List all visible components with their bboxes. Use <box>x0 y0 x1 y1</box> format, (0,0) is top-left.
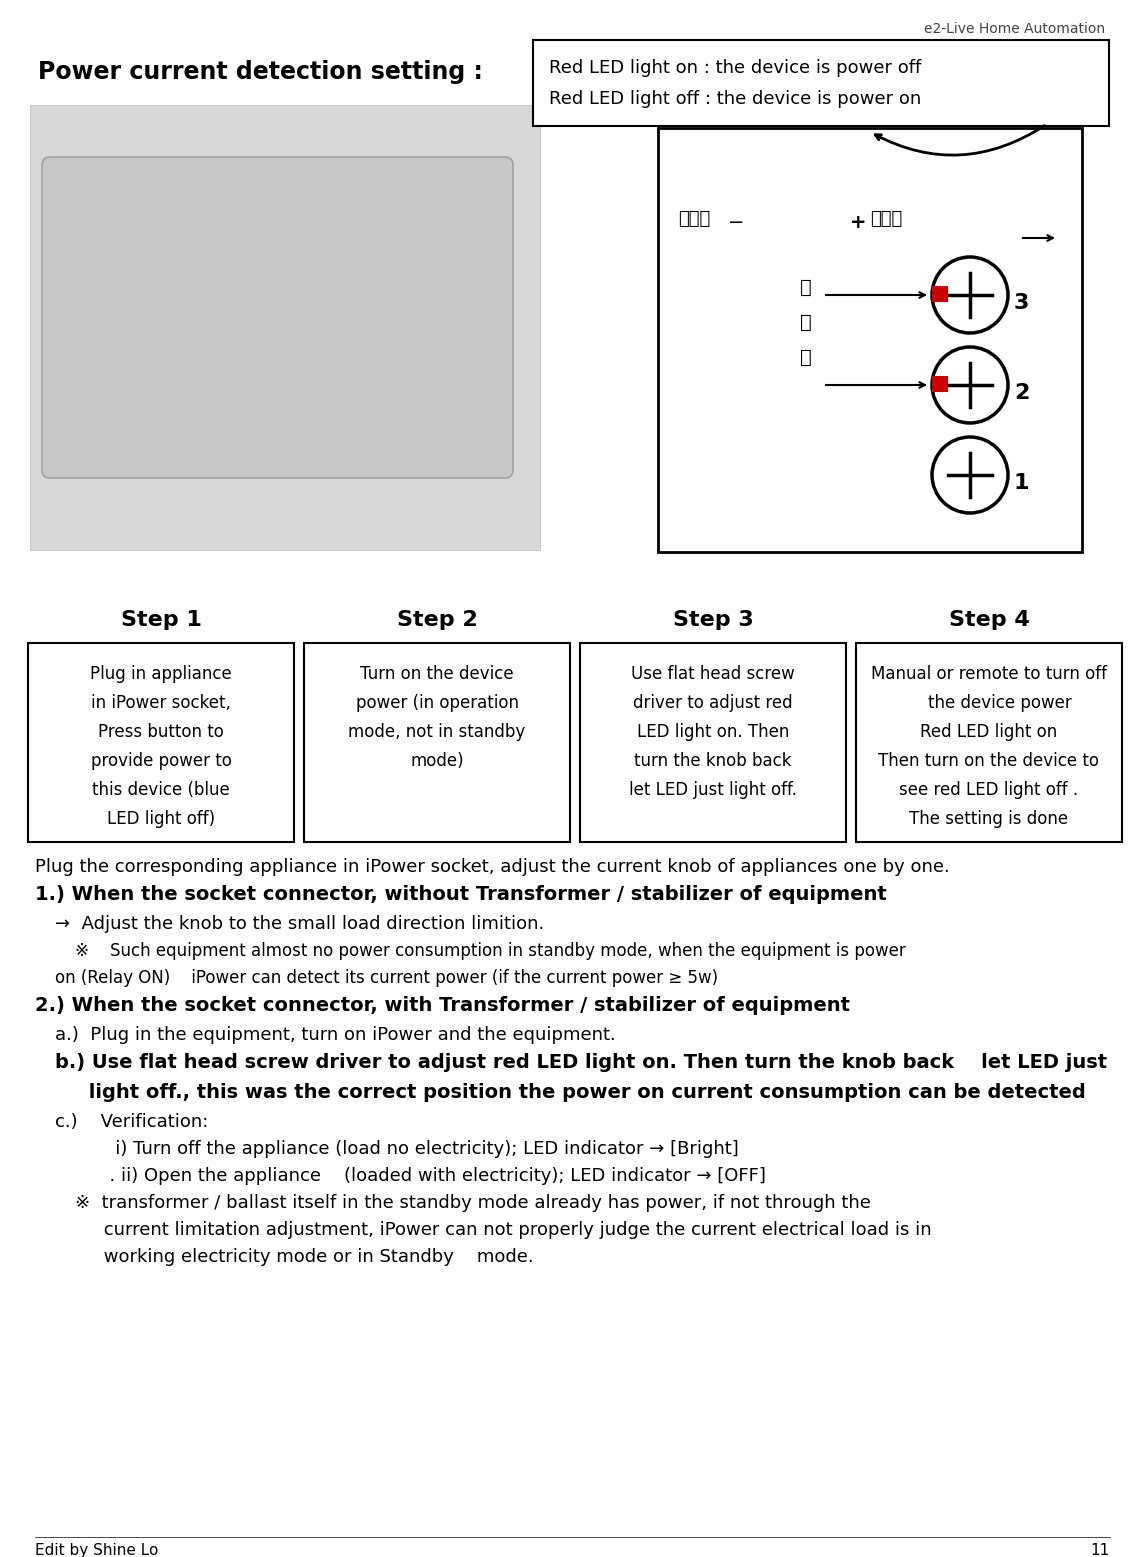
Text: 3: 3 <box>1014 293 1029 313</box>
Text: 燈: 燈 <box>800 349 812 367</box>
FancyBboxPatch shape <box>305 643 570 842</box>
FancyBboxPatch shape <box>856 643 1122 842</box>
Text: LED light off): LED light off) <box>106 810 215 828</box>
Text: a.)  Plug in the equipment, turn on iPower and the equipment.: a.) Plug in the equipment, turn on iPowe… <box>55 1026 616 1045</box>
FancyBboxPatch shape <box>534 40 1110 126</box>
Text: mode): mode) <box>410 752 464 771</box>
Text: →  Adjust the knob to the small load direction limition.: → Adjust the knob to the small load dire… <box>55 916 544 933</box>
Text: Step 2: Step 2 <box>396 610 477 631</box>
FancyBboxPatch shape <box>42 157 513 478</box>
Text: Then turn on the device to: Then turn on the device to <box>878 752 1099 771</box>
Text: 2.) When the socket connector, with Transformer / stabilizer of equipment: 2.) When the socket connector, with Tran… <box>35 996 850 1015</box>
Text: let LED just light off.: let LED just light off. <box>629 782 797 799</box>
Text: +: + <box>850 213 867 232</box>
Text: Step 4: Step 4 <box>948 610 1029 631</box>
Circle shape <box>932 257 1008 333</box>
Text: turn the knob back: turn the knob back <box>634 752 791 771</box>
Text: b.) Use flat head screw driver to adjust red LED light on. Then turn the knob ba: b.) Use flat head screw driver to adjust… <box>55 1053 1107 1073</box>
Text: 小負載: 小負載 <box>678 210 710 227</box>
Text: Plug in appliance: Plug in appliance <box>90 665 232 684</box>
Text: 11: 11 <box>1091 1543 1110 1557</box>
Text: Power current detection setting :: Power current detection setting : <box>38 61 483 84</box>
Text: driver to adjust red: driver to adjust red <box>633 694 792 712</box>
FancyBboxPatch shape <box>932 286 948 302</box>
Text: the device power: the device power <box>907 694 1072 712</box>
Text: Step 1: Step 1 <box>120 610 202 631</box>
FancyBboxPatch shape <box>932 375 948 392</box>
Text: light off., this was the correct position the power on current consumption can b: light off., this was the correct positio… <box>55 1084 1085 1102</box>
Text: 1: 1 <box>1014 473 1029 494</box>
Text: power (in operation: power (in operation <box>355 694 519 712</box>
Text: working electricity mode or in Standby    mode.: working electricity mode or in Standby m… <box>76 1249 534 1266</box>
Text: Turn on the device: Turn on the device <box>361 665 514 684</box>
Text: Plug the corresponding appliance in iPower socket, adjust the current knob of ap: Plug the corresponding appliance in iPow… <box>35 858 949 877</box>
Text: LED light on. Then: LED light on. Then <box>637 722 789 741</box>
Text: in iPower socket,: in iPower socket, <box>92 694 231 712</box>
Text: 指: 指 <box>800 279 812 297</box>
Circle shape <box>932 347 1008 424</box>
FancyBboxPatch shape <box>658 128 1082 553</box>
Text: Press button to: Press button to <box>98 722 224 741</box>
Text: see red LED light off .: see red LED light off . <box>900 782 1079 799</box>
Text: The setting is done: The setting is done <box>909 810 1068 828</box>
Text: e2-Live Home Automation: e2-Live Home Automation <box>924 22 1105 36</box>
Text: 1.) When the socket connector, without Transformer / stabilizer of equipment: 1.) When the socket connector, without T… <box>35 884 886 905</box>
Text: 示: 示 <box>800 313 812 332</box>
Circle shape <box>932 438 1008 512</box>
Text: ※  transformer / ballast itself in the standby mode already has power, if not th: ※ transformer / ballast itself in the st… <box>76 1194 871 1211</box>
Text: Step 3: Step 3 <box>672 610 753 631</box>
Text: . ii) Open the appliance    (loaded with electricity); LED indicator → [OFF]: . ii) Open the appliance (loaded with el… <box>76 1168 766 1185</box>
Text: Edit by Shine Lo: Edit by Shine Lo <box>35 1543 158 1557</box>
Text: c.)    Verification:: c.) Verification: <box>55 1113 208 1130</box>
Text: Red LED light off : the device is power on: Red LED light off : the device is power … <box>548 90 922 107</box>
Text: provide power to: provide power to <box>90 752 231 771</box>
FancyBboxPatch shape <box>27 643 294 842</box>
Text: Manual or remote to turn off: Manual or remote to turn off <box>871 665 1107 684</box>
Text: 大負載: 大負載 <box>870 210 902 227</box>
FancyBboxPatch shape <box>581 643 846 842</box>
Text: on (Relay ON)    iPower can detect its current power (if the current power ≥ 5w): on (Relay ON) iPower can detect its curr… <box>55 968 718 987</box>
Text: Use flat head screw: Use flat head screw <box>631 665 795 684</box>
Text: current limitation adjustment, iPower can not properly judge the current electri: current limitation adjustment, iPower ca… <box>76 1221 932 1239</box>
FancyBboxPatch shape <box>30 104 540 550</box>
Text: i) Turn off the appliance (load no electricity); LED indicator → [Bright]: i) Turn off the appliance (load no elect… <box>76 1140 739 1158</box>
Text: Red LED light on: Red LED light on <box>921 722 1058 741</box>
Text: ※    Such equipment almost no power consumption in standby mode, when the equipm: ※ Such equipment almost no power consump… <box>76 942 906 961</box>
Text: −: − <box>728 213 744 232</box>
Text: 2: 2 <box>1014 383 1029 403</box>
Text: this device (blue: this device (blue <box>92 782 230 799</box>
Text: mode, not in standby: mode, not in standby <box>348 722 526 741</box>
Text: Red LED light on : the device is power off: Red LED light on : the device is power o… <box>548 59 922 76</box>
